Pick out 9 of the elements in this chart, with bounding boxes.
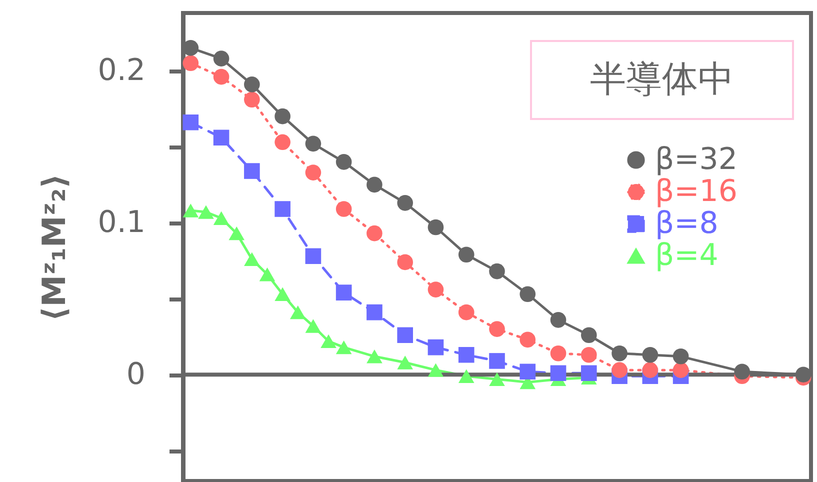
legend-label: β=32	[655, 142, 738, 177]
legend-label: β=4	[655, 238, 718, 273]
y-tick-label: 0	[126, 357, 146, 392]
legend-label: β=16	[655, 174, 738, 209]
y-axis-title: ⟨Mᶻ₁Mᶻ₂⟩	[34, 174, 73, 322]
y-tick-label: 0.1	[98, 205, 146, 240]
legend-label: β=8	[655, 206, 718, 241]
annotation: 半導体中	[590, 59, 734, 100]
y-tick-label: 0.2	[98, 53, 146, 88]
